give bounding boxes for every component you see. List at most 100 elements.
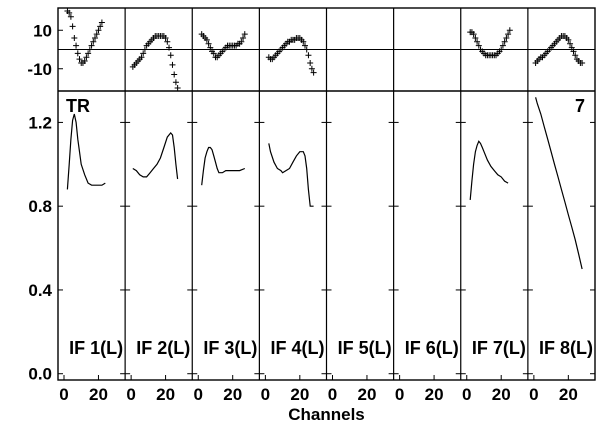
xtick-label: 20: [425, 385, 444, 404]
xtick-label: 20: [559, 385, 578, 404]
phase-point: [164, 38, 171, 45]
phase-point: [572, 52, 579, 59]
amplitude-line-3: [201, 146, 246, 186]
phase-point: [568, 44, 575, 51]
xtick-label: 0: [194, 385, 203, 404]
phase-point: [167, 52, 174, 59]
panel-label: IF 8(L): [539, 338, 593, 358]
phase-point: [67, 13, 74, 20]
phase-point: [138, 54, 145, 61]
phase-point: [88, 42, 95, 49]
phase-point: [66, 9, 73, 16]
phase-point: [141, 46, 148, 53]
phase-point: [90, 38, 97, 45]
phase-point: [501, 38, 508, 45]
phase-point: [579, 59, 586, 66]
phase-point: [567, 40, 574, 47]
phase-point: [97, 23, 104, 30]
phase-points-4: [265, 34, 317, 76]
corner-label-right: 7: [575, 96, 585, 116]
phase-point: [305, 52, 312, 59]
panel-label: IF 4(L): [271, 338, 325, 358]
xtick-label: 20: [290, 385, 309, 404]
xtick-label: 0: [462, 385, 471, 404]
phase-points-2: [129, 33, 181, 91]
phase-point: [472, 34, 479, 41]
xtick-label: 20: [492, 385, 511, 404]
panel-label: IF 1(L): [69, 338, 123, 358]
phase-point: [95, 27, 102, 34]
phase-point: [503, 34, 510, 41]
top-ytick-label: 10: [33, 21, 52, 40]
xtick-label: 0: [261, 385, 270, 404]
phase-point: [565, 36, 572, 43]
phase-points-8: [532, 33, 586, 66]
panel-label: IF 7(L): [472, 338, 526, 358]
panel-label: IF 3(L): [203, 338, 257, 358]
phase-point: [310, 69, 317, 76]
phase-point: [505, 31, 512, 38]
amplitude-line-2: [132, 131, 179, 180]
x-axis-label: Channels: [288, 405, 365, 424]
xtick-label: 0: [395, 385, 404, 404]
phase-point: [205, 40, 212, 47]
amplitude-line-4: [268, 143, 314, 207]
phase-point: [475, 42, 482, 49]
bottom-ytick-label: 1.2: [28, 113, 52, 132]
phase-point: [69, 23, 76, 30]
xtick-label: 20: [357, 385, 376, 404]
panel-label: IF 6(L): [405, 338, 459, 358]
xtick-label: 0: [126, 385, 135, 404]
bottom-ytick-label: 0.8: [28, 197, 52, 216]
xtick-label: 20: [156, 385, 175, 404]
phase-point: [570, 48, 577, 55]
phase-point: [71, 34, 78, 41]
phase-point: [499, 42, 506, 49]
phase-point: [76, 56, 83, 63]
phase-point: [85, 50, 92, 57]
phase-point: [74, 50, 81, 57]
phase-point: [301, 42, 308, 49]
phase-point: [470, 31, 477, 38]
xtick-label: 20: [89, 385, 108, 404]
phase-point: [241, 31, 248, 38]
phase-point: [83, 54, 90, 61]
top-ytick-label: -10: [27, 60, 52, 79]
phase-point: [307, 59, 314, 66]
corner-label-left: TR: [66, 96, 90, 116]
phase-point: [92, 34, 99, 41]
phase-point: [81, 58, 88, 65]
phase-point: [498, 46, 505, 53]
xtick-label: 0: [59, 385, 68, 404]
phase-point: [140, 50, 147, 57]
phase-point: [86, 46, 93, 53]
phase-point: [300, 38, 307, 45]
panel-label: IF 5(L): [338, 338, 392, 358]
xtick-label: 0: [328, 385, 337, 404]
phase-point: [174, 85, 181, 91]
xtick-label: 20: [223, 385, 242, 404]
phase-point: [169, 61, 176, 68]
phase-point: [238, 38, 245, 45]
amplitude-line-8: [535, 97, 583, 270]
phase-point: [172, 79, 179, 86]
phase-point: [303, 46, 310, 53]
phase-point: [162, 34, 169, 41]
phase-point: [73, 42, 80, 49]
phase-point: [207, 44, 214, 51]
phase-points-7: [467, 27, 513, 59]
panel-label: IF 2(L): [136, 338, 190, 358]
phase-point: [210, 50, 217, 57]
bottom-ytick-label: 0.0: [28, 365, 52, 384]
phase-point: [240, 34, 247, 41]
phase-point: [308, 65, 315, 72]
bottom-ytick-label: 0.4: [28, 281, 52, 300]
xtick-label: 0: [529, 385, 538, 404]
phase-point: [474, 38, 481, 45]
amplitude-line-7: [469, 140, 509, 200]
phase-point: [203, 36, 210, 43]
phase-point: [166, 44, 173, 51]
phase-points-1: [64, 8, 105, 66]
phase-point: [93, 31, 100, 38]
